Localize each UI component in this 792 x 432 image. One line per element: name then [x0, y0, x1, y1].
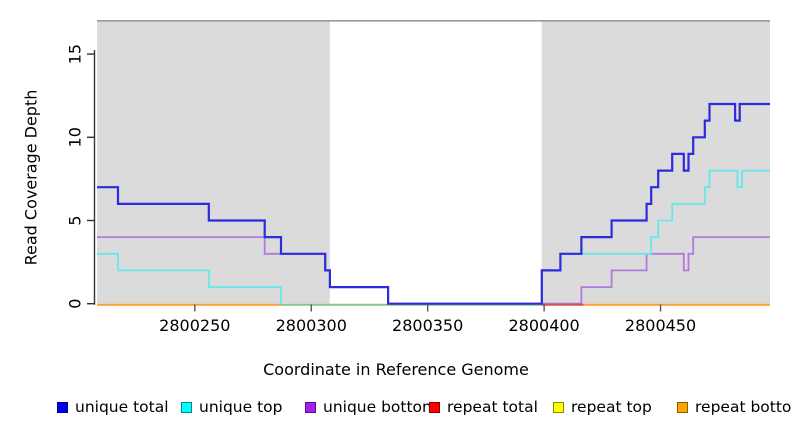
legend-item-repeat-bottom: repeat bottom: [677, 399, 792, 415]
y-tick-label: 10: [65, 127, 84, 147]
legend-swatch-icon: [429, 401, 440, 413]
x-tick-label: 2800450: [625, 316, 696, 335]
y-tick-label: 5: [65, 215, 84, 225]
y-tick-label: 0: [66, 299, 85, 309]
legend-swatch-icon: [553, 401, 564, 413]
legend-item-unique-top: unique top: [181, 399, 282, 415]
x-tick-label: 2800350: [392, 316, 463, 335]
y-axis-title: Read Coverage Depth: [21, 89, 41, 266]
legend-label: unique top: [199, 398, 283, 416]
x-tick-label: 2800400: [508, 316, 579, 335]
legend-item-repeat-top: repeat top: [553, 399, 652, 415]
legend-item-repeat-total: repeat total: [429, 399, 538, 415]
legend-label: unique bottom: [323, 398, 438, 416]
y-tick-label: 15: [65, 44, 84, 64]
legend-label: unique total: [75, 398, 169, 416]
legend-label: repeat top: [571, 398, 652, 416]
legend-label: repeat bottom: [695, 398, 792, 416]
series-line-unique-total: [97, 102, 770, 305]
x-axis-title: Coordinate in Reference Genome: [263, 360, 529, 379]
unique-region-right: [541, 20, 770, 304]
x-tick-label: 2800250: [159, 316, 230, 335]
legend-item-unique-total: unique total: [57, 399, 169, 415]
legend-swatch-icon: [305, 401, 316, 413]
legend-swatch-icon: [57, 401, 68, 413]
legend-swatch-icon: [181, 401, 192, 413]
legend-label: repeat total: [447, 398, 538, 416]
unique-region-left: [97, 20, 330, 304]
legend-swatch-icon: [677, 401, 688, 413]
series-line-unique-top: [97, 252, 282, 304]
legend-item-unique-bottom: unique bottom: [305, 399, 437, 415]
x-tick-label: 2800300: [276, 316, 347, 335]
